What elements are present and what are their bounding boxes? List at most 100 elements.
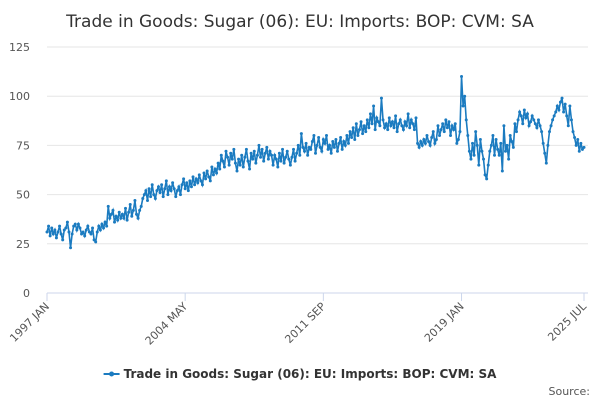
- data-point: [166, 193, 170, 197]
- data-point: [560, 96, 564, 100]
- data-point: [243, 155, 247, 159]
- data-point: [54, 236, 58, 240]
- data-point: [524, 116, 528, 120]
- data-point: [139, 204, 143, 208]
- data-point: [248, 167, 252, 171]
- data-point: [368, 112, 372, 116]
- data-point: [390, 120, 394, 124]
- data-point: [249, 151, 253, 155]
- data-point: [502, 124, 506, 128]
- data-point: [540, 130, 544, 134]
- data-point: [496, 147, 500, 151]
- data-point: [323, 141, 327, 145]
- data-point: [259, 155, 263, 159]
- data-point: [270, 153, 274, 157]
- data-point: [452, 128, 456, 132]
- data-point: [423, 141, 427, 145]
- data-point: [73, 222, 77, 226]
- data-point: [552, 114, 556, 118]
- data-point: [555, 104, 559, 108]
- data-point: [400, 124, 404, 128]
- data-point: [411, 122, 415, 126]
- data-point: [365, 118, 369, 122]
- data-point: [293, 159, 297, 163]
- data-point: [533, 122, 537, 126]
- data-point: [469, 157, 473, 161]
- data-point: [536, 118, 540, 122]
- data-point: [563, 102, 567, 106]
- data-point: [436, 124, 440, 128]
- data-point: [138, 208, 142, 212]
- data-point: [532, 118, 536, 122]
- data-point: [573, 136, 577, 140]
- data-point: [299, 132, 303, 136]
- data-point: [485, 177, 489, 181]
- data-point: [558, 100, 562, 104]
- data-point: [222, 165, 226, 169]
- data-point: [76, 222, 80, 226]
- data-point: [59, 232, 63, 236]
- data-point: [199, 179, 203, 183]
- data-point: [130, 214, 134, 218]
- data-point: [547, 130, 551, 134]
- data-point: [274, 157, 278, 161]
- data-point: [120, 212, 124, 216]
- data-point: [61, 238, 65, 242]
- data-point: [514, 130, 518, 134]
- x-tick-label: 2025 JUL: [545, 299, 589, 343]
- data-point: [519, 114, 523, 118]
- data-point: [408, 126, 412, 130]
- data-point: [339, 136, 343, 140]
- data-point: [438, 134, 442, 138]
- data-point: [296, 143, 300, 147]
- data-point: [370, 122, 374, 126]
- data-point: [271, 163, 275, 167]
- data-point: [477, 163, 481, 167]
- data-point: [328, 143, 332, 147]
- data-point: [317, 136, 321, 140]
- data-point: [441, 122, 445, 126]
- data-point: [282, 161, 286, 165]
- data-point: [116, 218, 120, 222]
- data-point: [108, 216, 112, 220]
- data-point: [255, 153, 259, 157]
- data-point: [340, 147, 344, 151]
- x-tick-label: 2011 SEP: [282, 300, 328, 346]
- data-point: [215, 171, 219, 175]
- data-point: [182, 177, 186, 181]
- data-point: [98, 228, 102, 232]
- data-point: [75, 228, 79, 232]
- data-point: [188, 179, 192, 183]
- data-point: [204, 177, 208, 181]
- data-point: [205, 169, 209, 173]
- data-point: [475, 143, 479, 147]
- data-point: [554, 110, 558, 114]
- data-point: [458, 130, 462, 134]
- data-point: [147, 187, 151, 191]
- data-point: [357, 128, 361, 132]
- data-point: [153, 197, 157, 201]
- data-point: [183, 187, 187, 191]
- data-point: [91, 226, 95, 230]
- data-point: [276, 165, 280, 169]
- data-point: [207, 175, 211, 179]
- data-point: [510, 139, 514, 143]
- data-point: [216, 161, 220, 165]
- data-point: [576, 137, 580, 141]
- data-point: [431, 130, 435, 134]
- data-point: [394, 114, 398, 118]
- data-point: [525, 112, 529, 116]
- chart-title: Trade in Goods: Sugar (06): EU: Imports:…: [65, 12, 534, 32]
- data-point: [174, 195, 178, 199]
- data-point: [45, 230, 49, 234]
- data-point: [144, 189, 148, 193]
- data-point: [565, 114, 569, 118]
- data-point: [345, 134, 349, 138]
- data-point: [262, 159, 266, 163]
- data-point: [574, 143, 578, 147]
- data-point: [381, 118, 385, 122]
- data-point: [577, 149, 581, 153]
- data-point: [53, 228, 57, 232]
- data-point: [480, 149, 484, 153]
